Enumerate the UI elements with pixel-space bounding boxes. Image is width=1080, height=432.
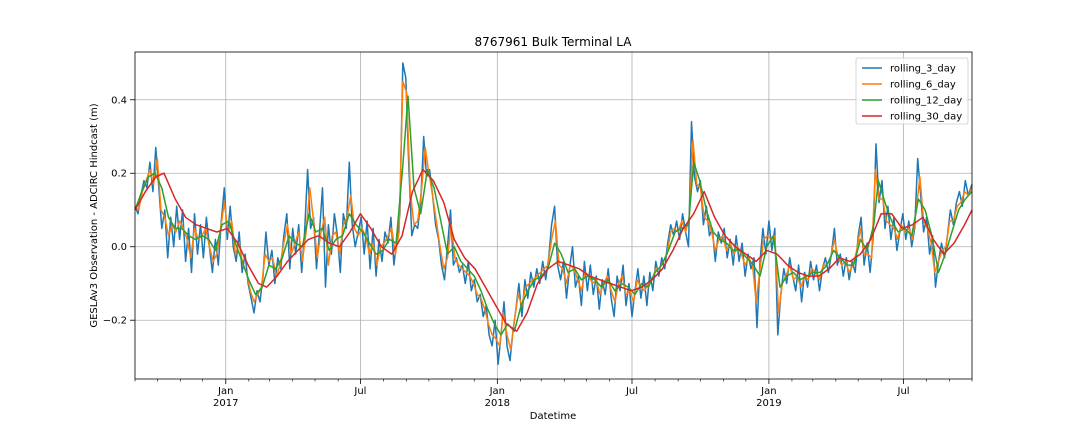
- series-line-rolling-12-day: [134, 95, 973, 336]
- legend-label: rolling_30_day: [890, 112, 962, 123]
- series-line-rolling-6-day: [134, 80, 973, 351]
- series-layer: [134, 62, 973, 366]
- y-axis: −0.2 0.0 0.2 0.4: [103, 95, 135, 327]
- legend-label: rolling_12_day: [890, 96, 962, 107]
- x-axis-label: Datetime: [530, 411, 577, 422]
- x-tick-label: Jan: [217, 386, 233, 397]
- y-tick-label: −0.2: [103, 316, 127, 327]
- chart-title: 8767961 Bulk Terminal LA: [475, 35, 633, 49]
- legend-box: [855, 57, 969, 125]
- x-tick-label: Jan: [489, 386, 505, 397]
- x-tick-year-label: 2019: [756, 398, 781, 409]
- y-tick-label: 0.4: [111, 95, 127, 106]
- x-tick-label: Jul: [353, 386, 366, 397]
- x-tick-year-label: 2018: [485, 398, 510, 409]
- legend: rolling_3_day rolling_6_day rolling_12_day…: [855, 57, 969, 125]
- y-tick-label: 0.2: [111, 169, 127, 180]
- y-tick-label: 0.0: [111, 242, 127, 253]
- x-tick-label: Jan: [760, 386, 776, 397]
- x-tick-label: Jul: [625, 386, 638, 397]
- grid: [135, 52, 972, 379]
- series-line-rolling-30-day: [134, 168, 973, 332]
- y-axis-label: GESLAv3 Observation - ADCIRC Hindcast (m…: [89, 103, 100, 327]
- x-tick-label: Jul: [897, 386, 910, 397]
- legend-label: rolling_3_day: [890, 64, 956, 75]
- x-tick-year-label: 2017: [213, 398, 238, 409]
- legend-label: rolling_6_day: [890, 80, 956, 91]
- plot-frame: [134, 51, 973, 380]
